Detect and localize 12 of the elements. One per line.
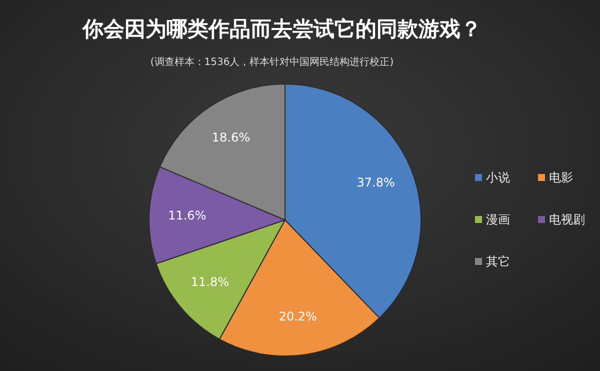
legend-label: 漫画	[486, 212, 510, 226]
data-label: 11.6%	[168, 208, 206, 223]
legend-label: 电视剧	[549, 212, 585, 226]
data-label: 20.2%	[278, 309, 317, 324]
chart-title: 你会因为哪类作品而去尝试它的同款游戏？	[82, 17, 482, 41]
legend-label: 电影	[549, 170, 573, 184]
data-label: 18.6%	[212, 130, 250, 145]
legend-label: 其它	[486, 254, 510, 268]
slice-label: 小说	[486, 170, 510, 184]
data-label: 11.8%	[190, 275, 230, 290]
chart-subtitle: (调查样本：1536人，样本针对中国网民结构进行校正)	[150, 56, 394, 68]
data-label: 37.8%	[356, 176, 395, 190]
